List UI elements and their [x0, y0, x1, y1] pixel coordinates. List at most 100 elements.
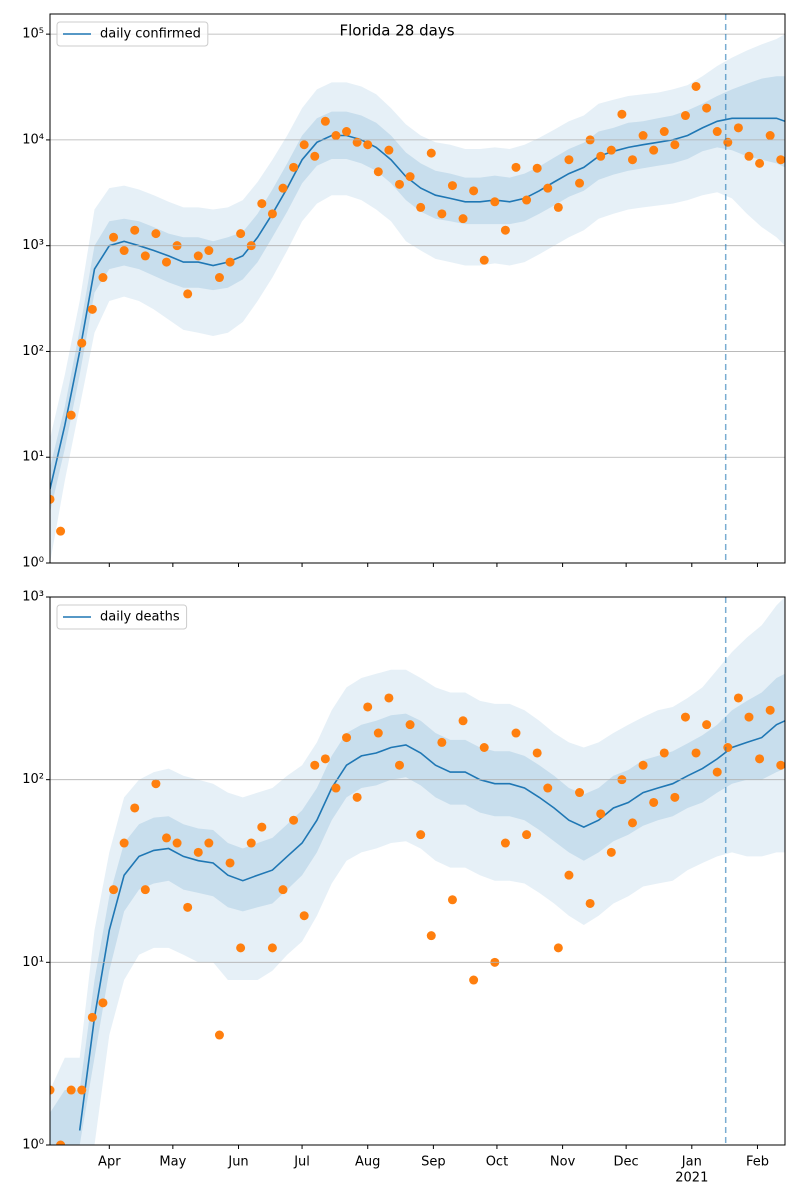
data-point — [140, 251, 150, 261]
data-point — [193, 847, 203, 857]
data-point — [522, 830, 532, 840]
plot-area — [50, 34, 785, 563]
data-point — [627, 818, 637, 828]
x-tick-label: Dec — [614, 1155, 639, 1170]
y-tick-label: 10⁴ — [22, 132, 44, 147]
data-point — [733, 123, 743, 133]
data-point — [543, 783, 553, 793]
data-point — [352, 792, 362, 802]
data-point — [363, 702, 373, 712]
data-point — [299, 911, 309, 921]
data-point — [627, 155, 637, 165]
data-point — [56, 1140, 66, 1145]
data-point — [702, 103, 712, 113]
data-point — [776, 155, 785, 165]
data-point — [98, 273, 108, 283]
y-tick-label: 10⁰ — [22, 556, 44, 571]
data-point — [320, 754, 330, 764]
data-point — [119, 246, 129, 256]
data-point — [257, 822, 267, 832]
data-point — [384, 145, 394, 155]
data-point — [56, 526, 66, 536]
data-point — [585, 898, 595, 908]
data-point — [310, 760, 320, 770]
data-point — [606, 145, 616, 155]
data-point — [469, 186, 479, 196]
data-point — [278, 183, 288, 193]
data-point — [289, 162, 299, 172]
data-point — [553, 943, 563, 953]
y-tick-label: 10³ — [22, 590, 44, 605]
data-point — [119, 838, 129, 848]
x-tick-label: Jul — [293, 1155, 310, 1170]
data-point — [183, 902, 193, 912]
data-point — [416, 202, 426, 212]
data-point — [638, 131, 648, 141]
confidence-band — [50, 34, 785, 563]
data-point — [225, 858, 235, 868]
data-point — [161, 833, 171, 843]
data-point — [405, 720, 415, 730]
data-point — [267, 209, 277, 219]
y-tick-label: 10² — [22, 344, 44, 359]
data-point — [151, 229, 161, 239]
data-point — [66, 1085, 76, 1095]
data-point — [98, 998, 108, 1008]
axes-frame — [49, 13, 786, 564]
data-point — [109, 232, 119, 242]
data-point — [236, 943, 246, 953]
confidence-band — [50, 76, 785, 513]
data-point — [183, 289, 193, 299]
data-point — [426, 148, 436, 158]
data-point — [437, 209, 447, 219]
y-tick-label: 10⁵ — [22, 27, 44, 42]
data-point — [384, 693, 394, 703]
legend-box — [56, 21, 209, 47]
data-point — [394, 760, 404, 770]
data-point — [522, 195, 532, 205]
data-point — [596, 809, 606, 819]
data-point — [437, 737, 447, 747]
y-tick-label: 10² — [22, 772, 44, 787]
data-point — [77, 338, 87, 348]
data-point — [691, 81, 701, 91]
data-point — [617, 109, 627, 119]
data-point — [511, 728, 521, 738]
data-point — [479, 255, 489, 265]
legend: daily confirmed — [56, 21, 209, 47]
data-point — [680, 712, 690, 722]
data-point — [289, 815, 299, 825]
data-point — [161, 257, 171, 267]
x-tick-label: Jun — [227, 1155, 248, 1170]
data-point — [606, 847, 616, 857]
data-point — [66, 410, 76, 420]
data-point — [564, 870, 574, 880]
x-tick-label: Sep — [421, 1155, 446, 1170]
data-point — [553, 202, 563, 212]
data-point — [543, 183, 553, 193]
data-point — [712, 127, 722, 137]
data-point — [723, 743, 733, 753]
data-point — [755, 158, 765, 168]
data-point — [426, 931, 436, 941]
x-tick-label: Feb — [746, 1155, 769, 1170]
data-point — [691, 748, 701, 758]
data-point — [680, 111, 690, 121]
data-point — [723, 137, 733, 147]
data-point — [278, 885, 288, 895]
data-point — [257, 199, 267, 209]
data-point — [744, 151, 754, 161]
data-point — [299, 140, 309, 150]
data-point — [87, 304, 97, 314]
data-point — [331, 131, 341, 141]
data-point — [109, 885, 119, 895]
data-point — [267, 943, 277, 953]
data-point — [320, 116, 330, 126]
data-point — [172, 838, 182, 848]
data-point — [670, 792, 680, 802]
data-point — [352, 137, 362, 147]
data-point — [575, 178, 585, 188]
data-point — [500, 225, 510, 235]
data-point — [670, 140, 680, 150]
